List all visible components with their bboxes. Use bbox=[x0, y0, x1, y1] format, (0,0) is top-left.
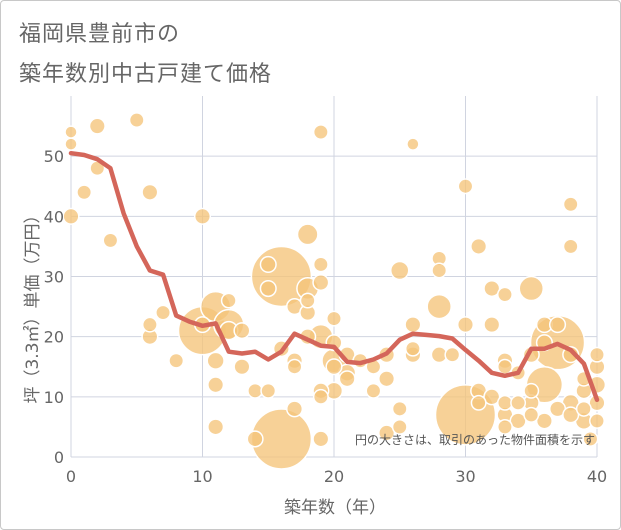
bubble-point bbox=[378, 424, 396, 442]
bubble-point bbox=[193, 207, 212, 225]
bubble-point bbox=[246, 430, 264, 448]
x-tick-label: 10 bbox=[192, 467, 212, 486]
bubble-point bbox=[76, 184, 93, 201]
bubble-point bbox=[247, 382, 264, 399]
bubble-point bbox=[233, 358, 251, 376]
bubble-point bbox=[207, 418, 225, 436]
bubble-point bbox=[62, 207, 80, 225]
bubble-point bbox=[444, 346, 461, 363]
bubble-point bbox=[404, 340, 421, 357]
y-axis-label: 坪（3.3㎡）単価（万円） bbox=[23, 206, 43, 403]
y-tick-label: 50 bbox=[44, 147, 64, 166]
x-tick-label: 0 bbox=[66, 467, 76, 486]
bubble-point bbox=[562, 406, 580, 424]
bubble-point bbox=[296, 223, 319, 246]
trend-layer bbox=[68, 150, 600, 403]
bubble-point bbox=[141, 183, 159, 201]
bubble-point bbox=[312, 256, 329, 273]
bubble-point bbox=[286, 400, 304, 418]
chart-title-line1: 福岡県豊前市の bbox=[19, 22, 181, 47]
bubble-point bbox=[562, 196, 579, 213]
bubble-point bbox=[523, 406, 540, 423]
bubble-point bbox=[312, 273, 330, 292]
bubble-point bbox=[326, 310, 342, 327]
bubble-point bbox=[404, 316, 422, 334]
x-tick-label: 30 bbox=[455, 467, 475, 486]
bubble-point bbox=[523, 382, 540, 399]
bubble-point bbox=[259, 279, 277, 298]
bubble-point bbox=[483, 279, 501, 298]
bubble-point bbox=[155, 304, 172, 321]
trend-line bbox=[68, 150, 600, 403]
x-tick-label: 20 bbox=[324, 467, 344, 486]
bubble-point bbox=[426, 293, 452, 320]
bubble-point bbox=[220, 292, 237, 309]
bubble-point bbox=[64, 125, 78, 139]
bubble-point bbox=[582, 431, 599, 447]
bubble-point bbox=[510, 394, 527, 411]
bubble-point bbox=[207, 376, 225, 394]
bubble-point bbox=[64, 137, 78, 151]
bubble-point bbox=[549, 316, 567, 334]
bubble-point bbox=[456, 316, 475, 334]
y-tick-label: 40 bbox=[44, 207, 64, 226]
bubble-point bbox=[259, 255, 277, 274]
y-tick-label: 10 bbox=[44, 388, 64, 407]
bubble-point bbox=[312, 430, 330, 448]
bubble-point bbox=[470, 394, 487, 411]
bubble-point bbox=[483, 316, 501, 334]
bubble-point bbox=[378, 370, 396, 388]
bubble-point bbox=[589, 346, 605, 363]
bubble-point bbox=[390, 260, 410, 281]
x-axis-label: 築年数（年） bbox=[284, 498, 386, 518]
bubble-point bbox=[483, 388, 501, 406]
bubble-point bbox=[299, 292, 316, 309]
bubble-point bbox=[102, 232, 119, 249]
bubble-point bbox=[365, 382, 382, 399]
bubble-point bbox=[260, 382, 277, 399]
bubble-point bbox=[509, 412, 527, 430]
bubble-point bbox=[286, 358, 303, 375]
bubble-point bbox=[562, 238, 579, 255]
bubble-point bbox=[312, 124, 329, 141]
bubble-point bbox=[391, 418, 408, 435]
bubble-point bbox=[338, 370, 356, 388]
bubble-point bbox=[497, 394, 513, 411]
tick-labels: 0 10 20 30 40 0 10 20 30 40 50 bbox=[44, 147, 608, 486]
bubble-point bbox=[391, 400, 408, 417]
size-annotation: 円の大きさは、取引のあった物件面積を示す bbox=[355, 432, 595, 447]
bubble-point bbox=[406, 137, 420, 151]
bubble-point bbox=[141, 316, 158, 333]
bubble-point bbox=[88, 117, 106, 135]
bubble-point bbox=[535, 412, 553, 430]
bubble-point bbox=[206, 351, 225, 370]
bubble-point bbox=[470, 237, 488, 255]
bubble-point bbox=[431, 262, 448, 279]
bubble-point bbox=[575, 400, 592, 417]
y-tick-label: 30 bbox=[44, 268, 64, 287]
x-tick-label: 40 bbox=[587, 467, 607, 486]
bubble-point bbox=[457, 178, 474, 195]
bubble-point bbox=[518, 275, 544, 302]
bubble-point bbox=[325, 358, 343, 376]
bubble-point bbox=[497, 358, 513, 375]
bubble-point bbox=[497, 418, 513, 435]
bubble-point bbox=[497, 286, 513, 303]
y-tick-label: 0 bbox=[54, 448, 64, 467]
y-tick-label: 20 bbox=[44, 328, 64, 347]
bubble-point bbox=[233, 322, 251, 340]
grid bbox=[70, 96, 598, 458]
bubble-point bbox=[128, 112, 145, 129]
bubble-point bbox=[168, 352, 185, 369]
bubble-layer bbox=[62, 112, 607, 470]
bubble-point bbox=[589, 412, 605, 429]
bubble-point bbox=[312, 388, 329, 405]
chart-title-line2: 築年数別中古戸建て価格 bbox=[19, 62, 273, 87]
